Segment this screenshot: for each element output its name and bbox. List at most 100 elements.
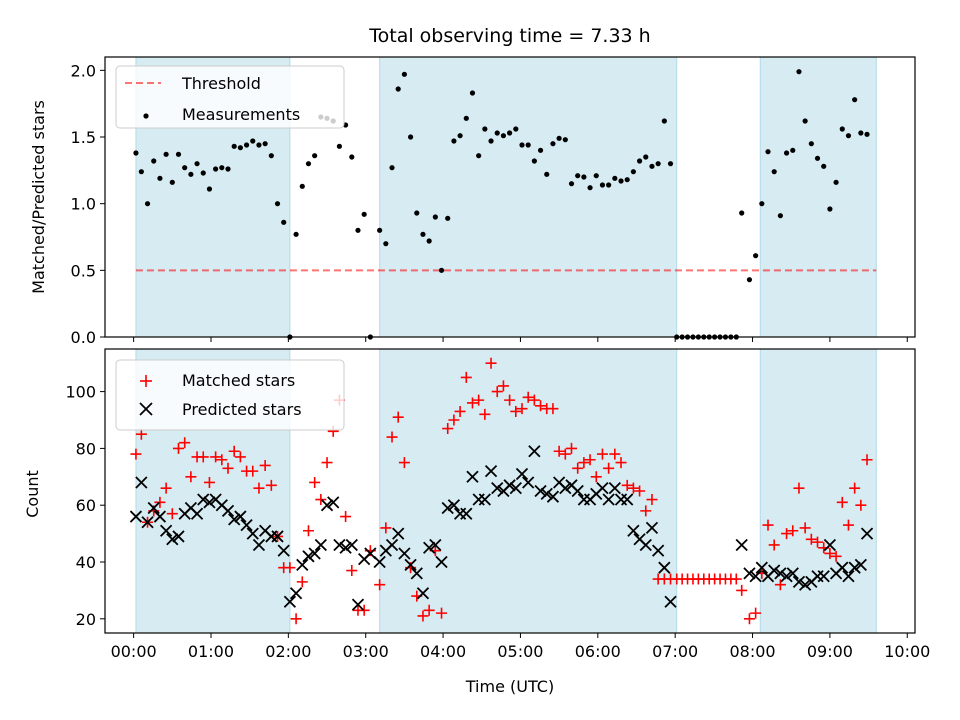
matched-star-point [485, 357, 497, 369]
measurement-point [476, 153, 482, 159]
matched-star-point [627, 482, 639, 494]
predicted-star-point [522, 476, 535, 489]
measurement-point [349, 154, 355, 160]
chart-title: Total observing time = 7.33 h [368, 25, 650, 47]
measurement-point [544, 171, 550, 177]
matched-star-point [460, 371, 472, 383]
matched-star-point [247, 465, 259, 477]
measurement-point [457, 133, 463, 139]
predicted-star-point [639, 538, 652, 552]
predicted-star-point [817, 570, 830, 583]
predicted-star-point [509, 482, 522, 495]
matched-star-point [640, 505, 652, 517]
measurement-point [599, 182, 606, 188]
measurement-point [312, 153, 318, 159]
measurement-point [395, 86, 401, 92]
matched-star-point [730, 573, 742, 585]
predicted-star-point [749, 570, 762, 583]
measurement-point [463, 115, 469, 121]
predicted-star-point [308, 547, 321, 560]
measurement-point [355, 227, 361, 233]
bottom-legend-box [115, 359, 345, 431]
matched-star-point [743, 613, 755, 625]
measurement-point [219, 165, 225, 171]
measurement-point [593, 173, 599, 179]
matched-star-point [491, 386, 503, 398]
measurement-point [414, 210, 420, 216]
matched-star-point [855, 499, 867, 511]
measurement-point [299, 183, 305, 189]
measurement-point [852, 97, 858, 103]
predicted-star-point [799, 578, 812, 591]
measurement-point [188, 171, 194, 177]
predicted-star-point [203, 496, 216, 509]
matched-star-point [516, 403, 528, 415]
predicted-star-point [159, 524, 173, 537]
predicted-star-point [466, 470, 479, 483]
predicted-star-point [246, 527, 259, 540]
top-panel: 0.00.51.01.52.0 Matched/Predicted stars … [29, 56, 916, 347]
predicted-star-point [823, 538, 837, 552]
predicted-star-point [534, 484, 547, 498]
measurement-point [753, 253, 759, 259]
predicted-star-point [320, 499, 334, 512]
measurement-point [765, 149, 771, 155]
predicted-star-point [854, 558, 867, 571]
measurement-point [262, 141, 268, 147]
matched-star-point [423, 604, 435, 616]
matched-star-point [436, 607, 448, 619]
matched-star-point [861, 454, 873, 466]
predicted-star-point [392, 527, 405, 540]
measurement-point [274, 201, 281, 207]
predicted-star-point [503, 479, 516, 492]
matched-star-point [358, 604, 370, 616]
matched-star-point [473, 394, 485, 406]
predicted-star-point [429, 538, 442, 552]
predicted-star-point [571, 484, 584, 498]
measurement-point [661, 118, 667, 124]
predicted-star-point [141, 516, 154, 529]
measurements-legend-label: Measurements [182, 105, 300, 124]
measurement-point [513, 126, 519, 132]
measurement-point [243, 142, 250, 148]
measurement-point [268, 153, 274, 159]
measurement-point [420, 231, 426, 237]
shaded-region [759, 56, 877, 338]
matched-star-point [203, 476, 215, 488]
predicted-star-point [302, 550, 315, 563]
predicted-star-point [228, 513, 241, 526]
measurement-point [581, 174, 587, 180]
measurement-point [531, 158, 537, 164]
top-legend-box [115, 65, 345, 129]
matched-star-point [522, 391, 534, 403]
matched-star-point [290, 613, 302, 625]
matched-star-point [566, 442, 578, 454]
predicted-star-point [240, 518, 253, 532]
matched-star-point [166, 508, 178, 520]
matched-star-point [321, 457, 333, 469]
x-axis-label: Time (UTC) [465, 677, 554, 696]
matched-star-point [284, 562, 296, 574]
measurement-point [383, 241, 389, 247]
x-tick-label: 05:00 [497, 642, 543, 661]
predicted-star-point [234, 510, 247, 523]
top-y-tick-label: 2.0 [71, 61, 96, 80]
matched-star-point [210, 451, 222, 463]
matched-star-point [547, 403, 559, 415]
matched-star-point [497, 380, 509, 392]
predicted-star-point [333, 538, 346, 552]
measurement-point [432, 214, 438, 220]
measurement-point [151, 158, 157, 164]
measurement-point [336, 143, 343, 149]
predicted-star-point [404, 558, 417, 571]
matched-star-point [442, 423, 454, 435]
measurement-point [133, 150, 139, 156]
top-y-tick-label: 0.5 [71, 261, 96, 280]
predicted-star-point [528, 445, 541, 458]
predicted-star-point [447, 499, 461, 512]
measurement-point [163, 151, 169, 157]
predicted-star-point [645, 521, 659, 535]
measurement-point [401, 71, 407, 77]
predicted-star-point [345, 538, 358, 552]
matched-star-point [448, 414, 460, 426]
